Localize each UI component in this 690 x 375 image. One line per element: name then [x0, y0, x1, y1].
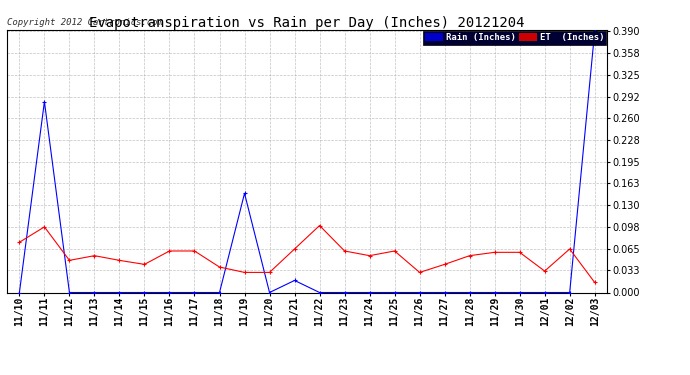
Text: Copyright 2012 Cartronics.com: Copyright 2012 Cartronics.com	[7, 18, 163, 27]
Legend: Rain (Inches), ET  (Inches): Rain (Inches), ET (Inches)	[423, 31, 607, 45]
Title: Evapotranspiration vs Rain per Day (Inches) 20121204: Evapotranspiration vs Rain per Day (Inch…	[89, 16, 525, 30]
